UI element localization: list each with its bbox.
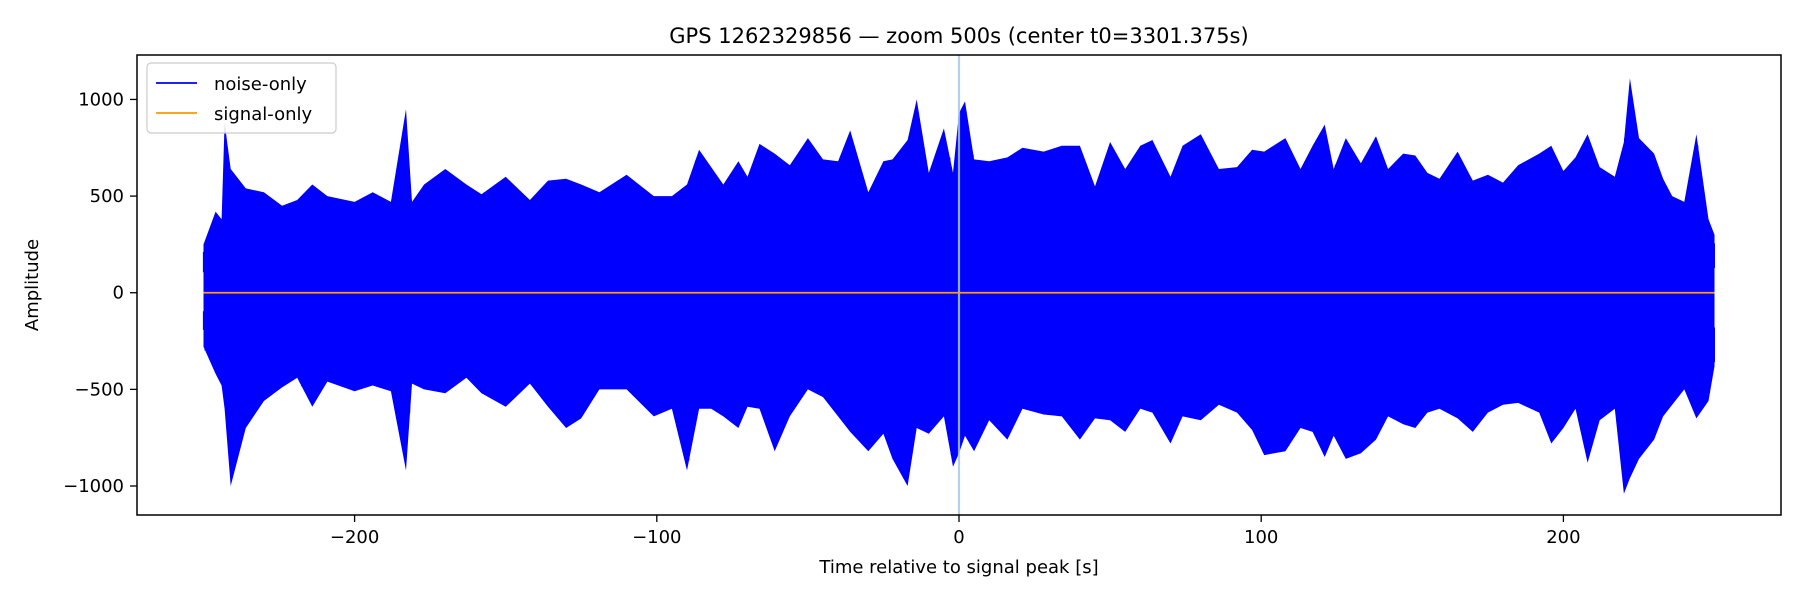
x-axis: −200 −100 0 100 200 [330, 515, 1581, 548]
x-tick-label: 200 [1546, 527, 1580, 548]
x-tick-label: −200 [330, 527, 379, 548]
chart-title: GPS 1262329856 — zoom 500s (center t0=33… [669, 24, 1248, 48]
x-axis-label: Time relative to signal peak [s] [818, 557, 1098, 578]
legend-box [146, 62, 337, 134]
y-tick-label: 500 [90, 186, 124, 207]
plot-area [202, 55, 1715, 515]
x-tick-label: 0 [953, 527, 964, 548]
legend-label-noise-only: noise-only [214, 74, 307, 95]
y-tick-label: −1000 [63, 476, 124, 497]
x-tick-label: −100 [632, 527, 681, 548]
y-tick-label: 1000 [78, 89, 124, 110]
legend-label-signal-only: signal-only [214, 104, 312, 125]
x-tick-label: 100 [1244, 527, 1278, 548]
y-tick-label: −500 [75, 379, 124, 400]
legend: noise-only signal-only [146, 62, 337, 134]
y-tick-label: 0 [113, 283, 124, 304]
noise-only-series-spikes [202, 110, 1715, 483]
y-axis-label: Amplitude [22, 239, 43, 331]
y-axis: 1000 500 0 −500 −1000 [63, 89, 137, 497]
